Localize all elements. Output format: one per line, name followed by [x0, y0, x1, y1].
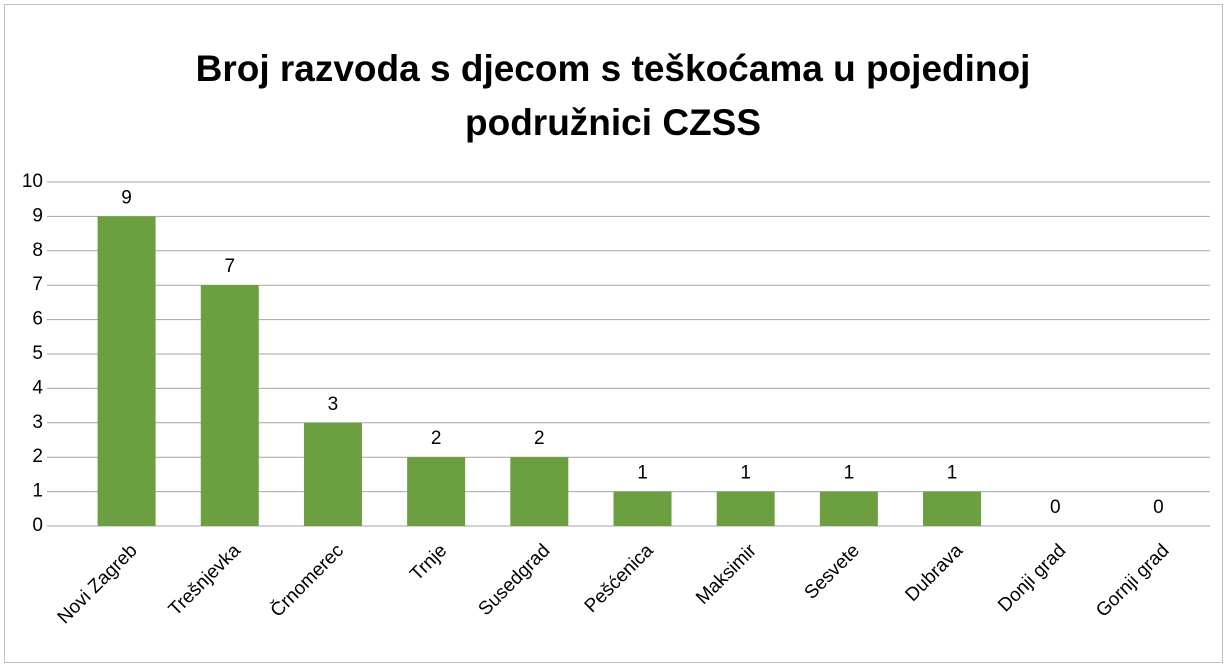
- y-tick-label: 4: [32, 377, 43, 398]
- data-label: 3: [328, 394, 339, 415]
- data-label: 1: [947, 463, 958, 484]
- y-tick-label: 0: [32, 515, 43, 536]
- x-tick-label: Dubrava: [901, 540, 967, 606]
- y-tick-label: 5: [32, 343, 43, 364]
- y-tick-label: 1: [32, 481, 43, 502]
- y-tick-label: 3: [32, 412, 43, 433]
- bar: [613, 491, 672, 526]
- x-tick-label: Gornji grad: [1092, 540, 1173, 621]
- bar: [97, 216, 156, 526]
- data-label: 7: [224, 256, 235, 277]
- bar: [819, 491, 878, 526]
- bar: [200, 285, 259, 526]
- x-tick-label: Črnomerec: [266, 540, 348, 622]
- x-tick-label: Maksimir: [692, 540, 761, 609]
- data-label: 1: [637, 463, 648, 484]
- x-tick-label: Susedgrad: [475, 540, 555, 620]
- y-tick-label: 6: [32, 309, 43, 330]
- chart-title: Broj razvoda s djecom s teškoćama u poje…: [195, 48, 1031, 143]
- x-tick-label: Trnje: [406, 540, 451, 585]
- x-tick-label: Novi Zagreb: [54, 540, 142, 628]
- data-label: 2: [431, 428, 442, 449]
- x-tick-label: Pešćenica: [581, 540, 658, 617]
- bar: [923, 491, 982, 526]
- data-label: 1: [740, 463, 751, 484]
- x-tick-label: Trešnjevka: [165, 540, 245, 620]
- x-tick-label: Donji grad: [994, 540, 1070, 616]
- chart-border: [4, 4, 1223, 663]
- y-tick-label: 10: [22, 171, 43, 192]
- data-label: 1: [844, 463, 855, 484]
- x-tick-label: Sesvete: [801, 540, 864, 603]
- data-label: 9: [121, 187, 132, 208]
- data-label: 2: [534, 428, 545, 449]
- bar: [407, 457, 466, 526]
- y-tick-label: 9: [32, 205, 43, 226]
- y-tick-label: 2: [32, 446, 43, 467]
- bar: [303, 422, 362, 526]
- y-tick-label: 7: [32, 274, 43, 295]
- y-tick-label: 8: [32, 240, 43, 261]
- bar: [510, 457, 569, 526]
- data-label: 0: [1050, 497, 1061, 518]
- data-label: 0: [1153, 497, 1164, 518]
- bar: [716, 491, 775, 526]
